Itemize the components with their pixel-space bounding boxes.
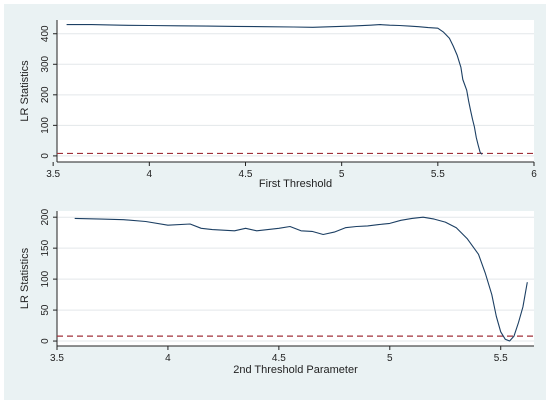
y-tick-label: 150 — [40, 239, 51, 256]
figure: 0 100 200 300 400 3.5 4 4.5 5 5.5 6 First Threshold… — [4, 4, 546, 400]
x-tick-label: 6 — [531, 169, 537, 180]
chart-svg: 0 100 200 300 400 3.5 4 4.5 5 5.5 6 First Threshold… — [19, 20, 537, 376]
plot-area — [57, 211, 534, 346]
y-tick-label: 400 — [40, 25, 51, 42]
y-axis-title: LR Statistics — [19, 60, 31, 122]
x-tick-label: 4 — [147, 169, 153, 180]
x-tick-label: 3.5 — [50, 353, 64, 364]
y-tick-label: 50 — [40, 304, 51, 316]
x-axis-title: 2nd Threshold Parameter — [233, 364, 358, 376]
y-axis-title: LR Statistics — [19, 247, 31, 309]
y-tick-label: 200 — [40, 208, 51, 225]
y-tick-label: 0 — [40, 153, 51, 159]
x-tick-label: 4.5 — [239, 169, 253, 180]
x-tick-label: 4 — [165, 353, 171, 364]
chart-panel-first-threshold: 0 100 200 300 400 3.5 4 4.5 5 5.5 6 First Threshold… — [19, 20, 537, 190]
x-tick-label: 5.5 — [431, 169, 445, 180]
series-line — [74, 216, 528, 342]
y-tick-label: 0 — [40, 338, 51, 344]
x-axis-title: First Threshold — [259, 178, 332, 190]
x-tick-label: 5 — [387, 353, 393, 364]
y-tick-label: 200 — [40, 86, 51, 103]
y-tick-label: 100 — [40, 117, 51, 134]
x-tick-label: 3.5 — [46, 169, 60, 180]
x-tick-label: 5 — [339, 169, 345, 180]
chart-panel-second-threshold: 0 50 100 150 200 3.5 4 4.5 5 5.5 2nd Threshold Par… — [19, 208, 534, 376]
y-tick-label: 100 — [40, 270, 51, 287]
x-tick-label: 4.5 — [272, 353, 286, 364]
x-tick-label: 5.5 — [494, 353, 508, 364]
y-tick-label: 300 — [40, 56, 51, 73]
plot-area — [57, 20, 534, 162]
series-line — [66, 24, 483, 155]
